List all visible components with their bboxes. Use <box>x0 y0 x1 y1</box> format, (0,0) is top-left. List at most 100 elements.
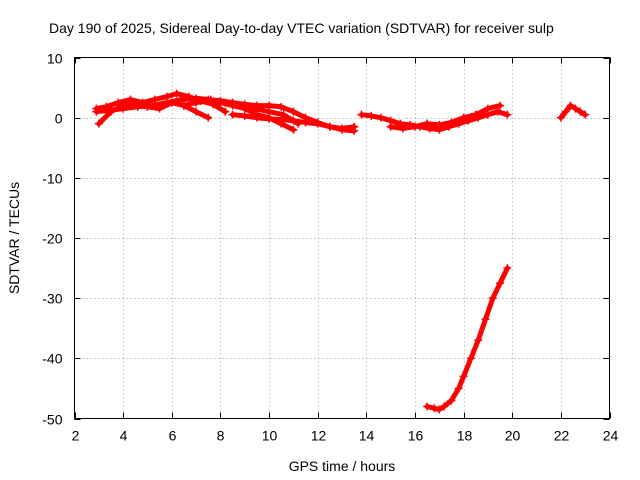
data-point <box>447 118 456 127</box>
x-tick-label: 14 <box>359 428 375 444</box>
data-point <box>503 110 512 119</box>
data-point <box>167 98 176 107</box>
data-point <box>192 107 201 116</box>
data-point <box>338 125 346 134</box>
data-point <box>503 264 512 273</box>
data-point <box>571 104 580 113</box>
series-line-track-j <box>424 265 510 412</box>
data-point <box>240 100 249 109</box>
x-tick-label: 12 <box>311 428 327 444</box>
data-point <box>94 119 103 128</box>
data-point <box>192 98 201 107</box>
data-point <box>155 104 164 113</box>
data-point <box>143 102 152 111</box>
data-point <box>106 107 115 116</box>
data-point <box>289 107 298 116</box>
data-point <box>493 107 502 116</box>
series-line-track-c <box>96 100 211 127</box>
data-point <box>454 384 463 393</box>
data-point <box>386 122 395 131</box>
y-tick-label: -10 <box>42 171 62 187</box>
chart-title: Day 190 of 2025, Sidereal Day-to-day VTE… <box>49 20 554 36</box>
series-line-track-h <box>388 103 503 131</box>
data-point <box>350 126 359 135</box>
data-point <box>204 95 213 104</box>
grid-lines <box>74 57 610 419</box>
series-line-track-g <box>359 109 510 133</box>
x-tick-label: 16 <box>408 428 424 444</box>
data-point <box>252 101 261 110</box>
data-point <box>367 111 376 120</box>
data-point <box>228 98 237 107</box>
y-axis-label: SDTVAR / TECUs <box>6 182 22 294</box>
y-tick-label: -30 <box>42 291 62 307</box>
data-point <box>459 113 468 122</box>
x-tick-label: 8 <box>217 428 225 444</box>
x-tick-label: 24 <box>603 428 619 444</box>
data-point <box>277 102 286 111</box>
data-point <box>423 119 432 128</box>
x-tick-label: 18 <box>457 428 473 444</box>
data-point <box>325 122 334 131</box>
data-point <box>177 95 186 104</box>
data-point <box>447 396 456 405</box>
data-point <box>204 113 213 122</box>
data-point <box>289 125 298 134</box>
x-tick-label: 4 <box>120 428 128 444</box>
data-point <box>119 101 128 110</box>
data-point <box>265 114 274 123</box>
data-point <box>228 110 237 119</box>
data-point <box>435 405 444 414</box>
data-point <box>221 107 230 116</box>
data-point <box>474 336 483 345</box>
data-point <box>483 104 492 113</box>
data-point <box>496 101 505 110</box>
y-tick-label: 0 <box>55 111 63 127</box>
data-point <box>172 89 181 98</box>
data-point <box>357 110 366 119</box>
y-tick-label: -40 <box>42 351 62 367</box>
data-point <box>459 372 468 381</box>
data-point <box>566 101 575 110</box>
data-point <box>435 120 444 129</box>
data-point <box>289 116 298 125</box>
data-point <box>581 110 590 119</box>
data-point <box>471 110 480 119</box>
data-point <box>92 107 101 116</box>
data-point <box>126 95 135 104</box>
data-point <box>240 111 249 120</box>
data-point <box>466 354 475 363</box>
data-point <box>216 96 225 105</box>
data-point <box>265 101 274 110</box>
data-point <box>481 315 490 324</box>
x-tick-label: 2 <box>72 428 80 444</box>
data-point <box>423 402 432 411</box>
x-tick-label: 6 <box>169 428 177 444</box>
data-point <box>410 122 419 131</box>
data-point <box>556 113 565 122</box>
data-point <box>561 107 570 116</box>
data-point <box>131 100 140 109</box>
data-point <box>488 294 497 303</box>
data-point <box>440 402 449 411</box>
data-point <box>576 107 585 116</box>
data-point <box>313 119 322 128</box>
x-tick-label: 22 <box>554 428 570 444</box>
data-point <box>179 101 188 110</box>
y-tick-label: -50 <box>42 412 62 428</box>
x-tick-label: 10 <box>262 428 278 444</box>
data-point <box>301 118 310 127</box>
data-series <box>92 89 590 414</box>
data-point <box>252 113 261 122</box>
y-tick-label: -20 <box>42 231 62 247</box>
x-axis-label: GPS time / hours <box>289 458 396 474</box>
data-point <box>150 95 159 104</box>
y-tick-label: 10 <box>47 51 63 67</box>
data-point <box>376 113 385 122</box>
x-tick-label: 20 <box>505 428 521 444</box>
data-point <box>277 115 286 124</box>
data-point <box>496 279 505 288</box>
data-point <box>398 124 407 133</box>
